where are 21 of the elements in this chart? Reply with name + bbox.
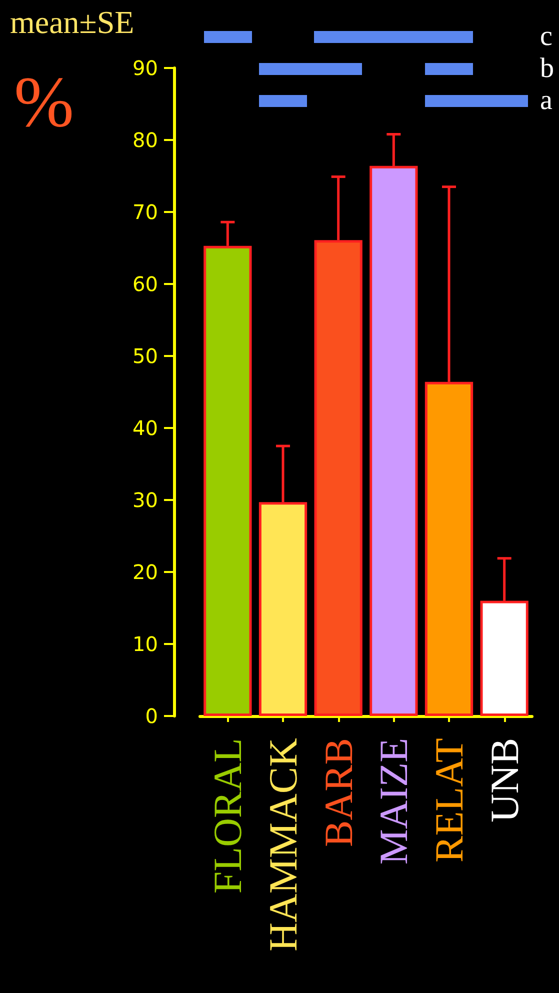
y-tick-label: 20: [132, 560, 158, 584]
text: b: [540, 53, 554, 84]
x-tick-label: UNB: [482, 738, 527, 822]
y-tick-label: 50: [132, 344, 158, 368]
x-tick-label: MAIZE: [371, 738, 416, 865]
y-tick-label: 10: [132, 632, 158, 656]
y-tick-label: 40: [132, 416, 158, 440]
y-tick-label: 30: [132, 488, 158, 512]
text: a: [540, 85, 552, 116]
y-tick-label: 80: [132, 128, 158, 152]
y-tick-label: 60: [132, 272, 158, 296]
y-tick-label: 70: [132, 200, 158, 224]
y-tick-label: 0: [145, 704, 158, 728]
x-tick-label: RELAT: [426, 738, 472, 862]
x-tick-label: FLORAL: [205, 738, 250, 894]
x-tick-label: BARB: [316, 738, 361, 847]
y-tick-label: 90: [132, 56, 158, 80]
y-axis-title: %: [14, 62, 74, 142]
x-tick-label: HAMMACK: [260, 738, 306, 952]
text: mean±SE: [10, 4, 134, 40]
text: c: [540, 21, 552, 52]
